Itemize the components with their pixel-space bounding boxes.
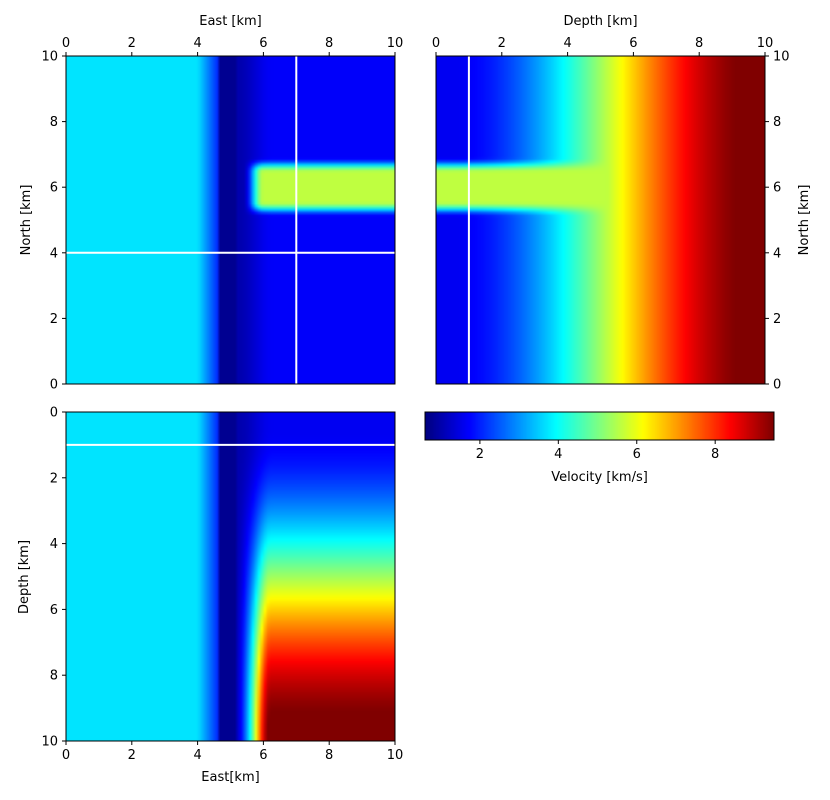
colorbar-label: Velocity [km/s] — [551, 470, 648, 485]
north-depth-ytick-label: 0 — [773, 378, 781, 393]
east-depth-ticks: 0 2 4 6 8 10 0 2 4 6 8 10 — [41, 406, 403, 764]
colorbar-ticks: 2 4 6 8 — [476, 440, 719, 462]
east-depth-ytick-label: 0 — [50, 406, 58, 421]
east-depth-xtick-label: 0 — [62, 748, 70, 763]
east-depth-xlabel: East[km] — [201, 770, 259, 785]
north-depth-ytick-label: 8 — [773, 115, 781, 130]
colorbar-gradient — [425, 412, 774, 440]
map-view-ticks: 0 2 4 6 8 10 0 2 4 6 8 10 — [41, 36, 403, 393]
colorbar-frame — [424, 411, 775, 441]
north-depth-ylabel: North [km] — [797, 185, 812, 256]
east-depth-xtick-label: 8 — [325, 748, 333, 763]
north-depth-ytick-label: 6 — [773, 181, 781, 196]
map-view-xtick-label: 6 — [259, 36, 267, 51]
north-depth-xtick-label: 2 — [498, 36, 506, 51]
panel-north-depth-section: 0 2 4 6 8 10 0 2 4 6 8 10 Depth [km] North [km] — [432, 14, 812, 393]
east-depth-ytick-label: 2 — [50, 471, 58, 486]
east-depth-xtick-label: 6 — [259, 748, 267, 763]
north-depth-xtick-label: 10 — [757, 36, 774, 51]
east-depth-ylabel: Depth [km] — [17, 540, 32, 614]
north-depth-xtick-label: 4 — [563, 36, 571, 51]
map-view-ytick-label: 10 — [41, 50, 58, 65]
map-view-xtick-label: 4 — [193, 36, 201, 51]
map-view-xtick-label: 10 — [387, 36, 404, 51]
map-view-ytick-label: 0 — [50, 378, 58, 393]
map-view-ytick-label: 6 — [50, 181, 58, 196]
north-depth-xtick-label: 8 — [695, 36, 703, 51]
colorbar-tick-label: 6 — [633, 447, 641, 462]
east-depth-ytick-label: 8 — [50, 669, 58, 684]
map-view-frame — [65, 55, 396, 385]
map-view-xtick-label: 0 — [62, 36, 70, 51]
map-view-heatmap — [66, 56, 395, 384]
east-depth-xtick-label: 10 — [387, 748, 404, 763]
east-depth-xtick-label: 2 — [128, 748, 136, 763]
colorbar-tick-label: 8 — [711, 447, 719, 462]
east-depth-frame — [65, 411, 396, 742]
east-depth-ytick-label: 10 — [41, 735, 58, 750]
colorbar: 2 4 6 8 Velocity [km/s] — [424, 411, 775, 485]
map-view-xtick-label: 8 — [325, 36, 333, 51]
north-depth-xtick-label: 6 — [629, 36, 637, 51]
map-view-xlabel: East [km] — [199, 14, 262, 29]
map-view-ytick-label: 8 — [50, 115, 58, 130]
north-depth-xtick-label: 0 — [432, 36, 440, 51]
north-depth-ticks: 0 2 4 6 8 10 0 2 4 6 8 10 — [432, 36, 790, 393]
colorbar-tick-label: 2 — [476, 447, 484, 462]
panel-map-view: 0 2 4 6 8 10 0 2 4 6 8 10 East [km] North [km] — [19, 14, 403, 393]
map-view-ytick-label: 2 — [50, 312, 58, 327]
map-view-ytick-label: 4 — [50, 246, 58, 261]
map-view-ylabel: North [km] — [19, 185, 34, 256]
north-depth-frame — [435, 55, 766, 385]
north-depth-heatmap — [436, 56, 765, 384]
colorbar-tick-label: 4 — [554, 447, 562, 462]
north-depth-ytick-label: 10 — [773, 50, 790, 65]
map-view-xtick-label: 2 — [128, 36, 136, 51]
panel-east-depth-section: 0 2 4 6 8 10 0 2 4 6 8 10 East[km] Depth [km] — [17, 406, 403, 786]
east-depth-heatmap — [66, 412, 395, 741]
east-depth-ytick-label: 6 — [50, 603, 58, 618]
east-depth-ytick-label: 4 — [50, 537, 58, 552]
north-depth-ytick-label: 4 — [773, 246, 781, 261]
east-depth-xtick-label: 4 — [193, 748, 201, 763]
north-depth-xlabel: Depth [km] — [563, 14, 637, 29]
north-depth-ytick-label: 2 — [773, 312, 781, 327]
